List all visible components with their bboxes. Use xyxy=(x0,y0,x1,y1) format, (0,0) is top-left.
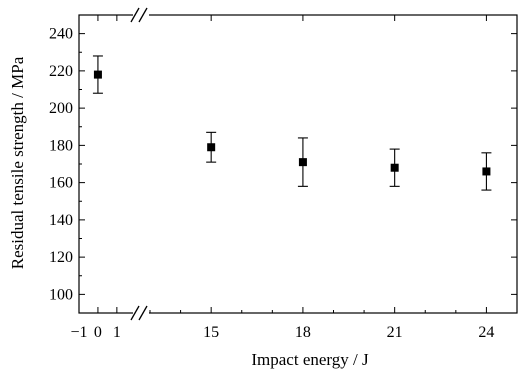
y-axis-ticks: 100 120 140 160 180 200 220 240 xyxy=(49,14,517,314)
axis-break-slash xyxy=(130,305,140,321)
y-tick-label: 200 xyxy=(49,100,73,117)
square-marker xyxy=(207,143,216,152)
square-marker xyxy=(298,158,307,167)
y-tick-label: 100 xyxy=(49,286,73,303)
plot-frame xyxy=(78,14,518,314)
data-point xyxy=(389,148,400,187)
data-series xyxy=(92,55,492,191)
x-tick-label: 18 xyxy=(295,324,311,341)
x-axis-ticks: −1 0 1 15 18 21 24 xyxy=(70,15,518,341)
y-tick-label: 160 xyxy=(49,175,73,192)
axis-break-slash xyxy=(138,7,148,23)
data-point xyxy=(297,137,308,187)
x-tick-label: 0 xyxy=(94,324,102,341)
x-tick-label: 24 xyxy=(478,324,494,341)
axis-break-slash xyxy=(130,7,140,23)
y-tick-label: 180 xyxy=(49,137,73,154)
axis-break-slash xyxy=(138,305,148,321)
x-tick-label: 1 xyxy=(113,324,121,341)
x-tick-label: 21 xyxy=(387,324,403,341)
y-tick-label: 220 xyxy=(49,63,73,80)
x-tick-label: 15 xyxy=(203,324,219,341)
x-tick-label: −1 xyxy=(70,324,87,341)
data-point xyxy=(481,152,492,191)
data-point xyxy=(206,131,217,163)
y-tick-label: 120 xyxy=(49,249,73,266)
square-marker xyxy=(390,163,399,172)
y-tick-label: 240 xyxy=(49,26,73,43)
x-axis-title: Impact energy / J xyxy=(251,350,369,369)
square-marker xyxy=(482,167,491,176)
square-marker xyxy=(93,70,102,79)
data-point xyxy=(92,55,103,94)
y-axis-title: Residual tensile strength / MPa xyxy=(8,56,27,269)
axis-break xyxy=(130,7,149,321)
y-tick-label: 140 xyxy=(49,212,73,229)
plot-border xyxy=(78,14,518,314)
